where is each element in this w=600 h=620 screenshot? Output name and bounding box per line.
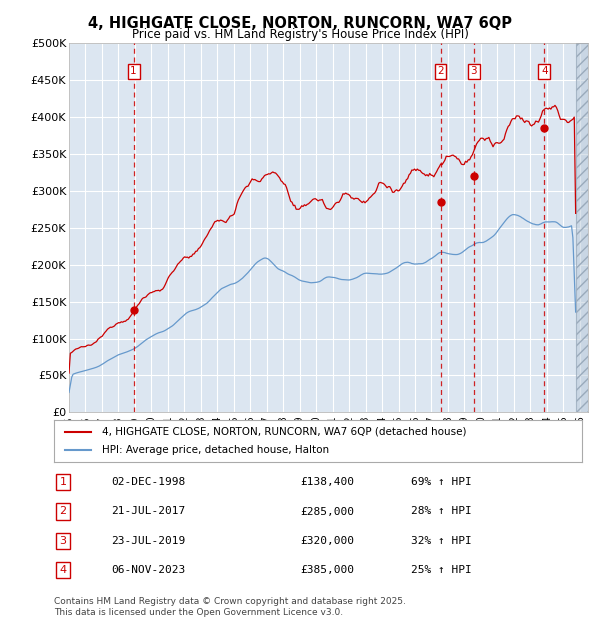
Text: Price paid vs. HM Land Registry's House Price Index (HPI): Price paid vs. HM Land Registry's House … — [131, 28, 469, 41]
Text: 4: 4 — [541, 66, 548, 76]
Text: 2: 2 — [437, 66, 444, 76]
Text: £320,000: £320,000 — [300, 536, 354, 546]
Text: 4, HIGHGATE CLOSE, NORTON, RUNCORN, WA7 6QP (detached house): 4, HIGHGATE CLOSE, NORTON, RUNCORN, WA7 … — [101, 427, 466, 436]
Bar — [575, 43, 588, 412]
Text: 28% ↑ HPI: 28% ↑ HPI — [411, 507, 472, 516]
Text: 69% ↑ HPI: 69% ↑ HPI — [411, 477, 472, 487]
Text: 3: 3 — [470, 66, 477, 76]
Text: 2: 2 — [59, 507, 67, 516]
Text: 3: 3 — [59, 536, 67, 546]
Bar — [575, 43, 588, 412]
Text: 25% ↑ HPI: 25% ↑ HPI — [411, 565, 472, 575]
Text: £285,000: £285,000 — [300, 507, 354, 516]
Text: 1: 1 — [59, 477, 67, 487]
Text: 4, HIGHGATE CLOSE, NORTON, RUNCORN, WA7 6QP: 4, HIGHGATE CLOSE, NORTON, RUNCORN, WA7 … — [88, 16, 512, 30]
Text: 02-DEC-1998: 02-DEC-1998 — [111, 477, 185, 487]
Text: 21-JUL-2017: 21-JUL-2017 — [111, 507, 185, 516]
Text: £138,400: £138,400 — [300, 477, 354, 487]
Text: 23-JUL-2019: 23-JUL-2019 — [111, 536, 185, 546]
Text: 06-NOV-2023: 06-NOV-2023 — [111, 565, 185, 575]
Text: HPI: Average price, detached house, Halton: HPI: Average price, detached house, Halt… — [101, 445, 329, 455]
Text: 4: 4 — [59, 565, 67, 575]
Text: £385,000: £385,000 — [300, 565, 354, 575]
Text: 1: 1 — [130, 66, 137, 76]
Text: 32% ↑ HPI: 32% ↑ HPI — [411, 536, 472, 546]
Text: Contains HM Land Registry data © Crown copyright and database right 2025.
This d: Contains HM Land Registry data © Crown c… — [54, 598, 406, 617]
